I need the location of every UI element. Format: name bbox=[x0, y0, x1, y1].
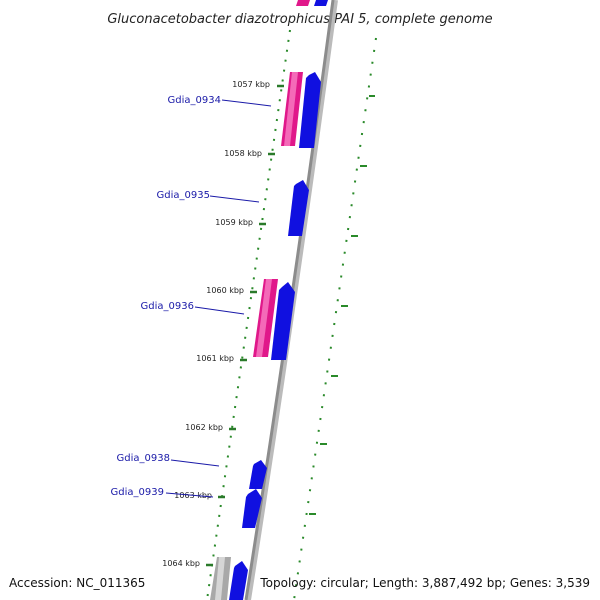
gene-forward-partial[interactable] bbox=[314, 0, 328, 6]
gene-label-0936[interactable]: Gdia_0936 bbox=[141, 301, 194, 312]
accession-text: Accession: NC_011365 bbox=[9, 576, 145, 590]
gene-label-0939[interactable]: Gdia_0939 bbox=[111, 487, 164, 498]
map-title: Gluconacetobacter diazotrophicus PAI 5, … bbox=[107, 12, 492, 27]
gene-reverse-0934-highlight bbox=[284, 72, 298, 146]
gene-forward-0936[interactable] bbox=[271, 282, 295, 360]
gene-forward-0939[interactable] bbox=[242, 489, 262, 528]
kbp-label: 1059 kbp bbox=[215, 218, 253, 227]
genome-summary-text: Topology: circular; Length: 3,887,492 bp… bbox=[259, 576, 590, 590]
gene-forward-bottom[interactable] bbox=[229, 561, 248, 600]
gene-label-0938[interactable]: Gdia_0938 bbox=[117, 453, 170, 464]
gc-skew-marks bbox=[309, 95, 375, 515]
gene-forward-0938[interactable] bbox=[249, 460, 267, 489]
gene-forward-0934[interactable] bbox=[299, 72, 321, 148]
gene-label-0934[interactable]: Gdia_0934 bbox=[168, 95, 221, 106]
gene-reverse-0936-highlight bbox=[256, 279, 272, 357]
kbp-label: 1061 kbp bbox=[196, 354, 234, 363]
feature-other-highlight bbox=[215, 557, 225, 600]
inner-gc-track bbox=[206, 29, 291, 600]
kbp-label: 1057 kbp bbox=[232, 80, 270, 89]
gene-forward-0935[interactable] bbox=[288, 180, 309, 236]
gene-label-0935[interactable]: Gdia_0935 bbox=[157, 190, 210, 201]
kbp-label: 1062 kbp bbox=[185, 423, 223, 432]
kbp-label: 1064 kbp bbox=[162, 559, 200, 568]
gene-reverse-partial[interactable] bbox=[296, 0, 310, 6]
gene-label-leaders bbox=[165, 99, 272, 498]
kbp-label: 1060 kbp bbox=[206, 286, 244, 295]
kbp-tick-marks bbox=[206, 84, 284, 567]
kbp-label: 1058 kbp bbox=[224, 149, 262, 158]
